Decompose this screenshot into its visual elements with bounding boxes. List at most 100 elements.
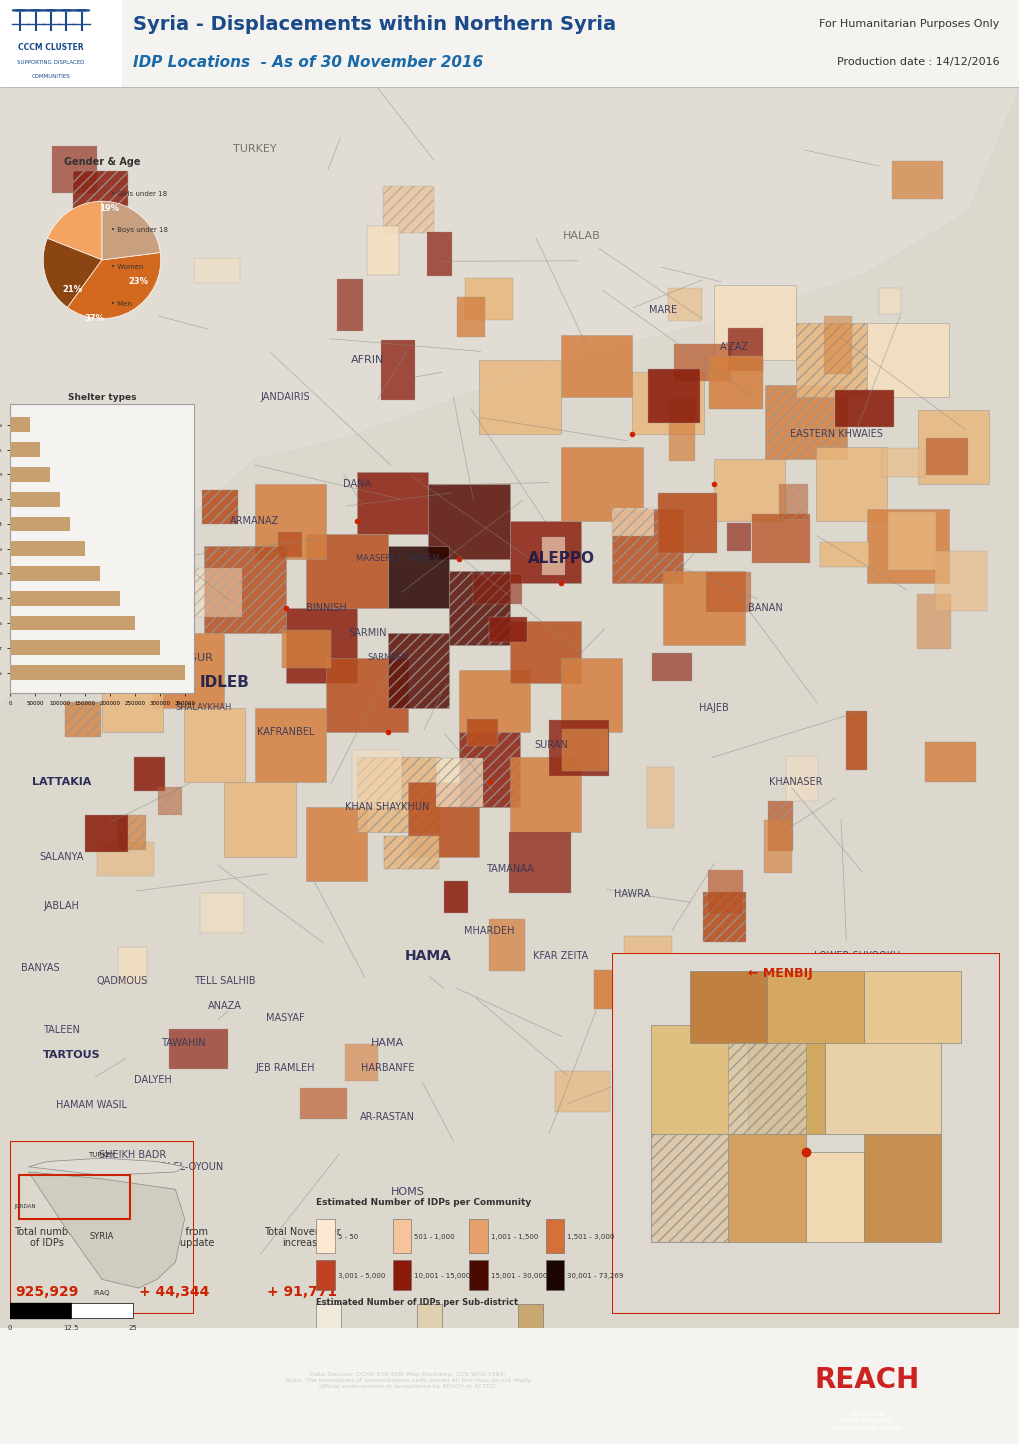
Bar <box>417 1304 441 1328</box>
Text: KHANASER: KHANASER <box>768 777 821 787</box>
Bar <box>158 787 181 816</box>
Bar <box>668 399 695 461</box>
Bar <box>650 1025 747 1134</box>
Bar <box>122 521 183 583</box>
Title: Gender & Age: Gender & Age <box>64 157 141 168</box>
Text: 21%: 21% <box>62 284 83 293</box>
Text: TELL SALHIB: TELL SALHIB <box>194 976 255 986</box>
Text: MASYAF: MASYAF <box>266 1014 305 1022</box>
Text: JANDAIRIS: JANDAIRIS <box>261 393 310 401</box>
Bar <box>194 569 243 618</box>
Bar <box>560 446 642 521</box>
Text: 15,001 - 30,000: 15,001 - 30,000 <box>490 1274 546 1279</box>
Text: KFAR ZEITA: KFAR ZEITA <box>533 952 588 960</box>
Bar <box>392 1219 411 1253</box>
Bar <box>554 1070 609 1112</box>
Text: 925,929: 925,929 <box>15 1285 78 1300</box>
Text: Production date : 14/12/2016: Production date : 14/12/2016 <box>837 58 999 68</box>
Text: Data Sources: OCHA SYR SSB; Map Backdrop: GCS WGS 1984;
Note: The boundaries of : Data Sources: OCHA SYR SSB; Map Backdrop… <box>285 1372 530 1389</box>
Text: AFRIN: AFRIN <box>351 355 383 365</box>
Text: 30,001 - 73,269: 30,001 - 73,269 <box>567 1274 623 1279</box>
Text: SUPPORTING DISPLACED: SUPPORTING DISPLACED <box>17 59 85 65</box>
Text: HARBANFE: HARBANFE <box>361 1063 414 1073</box>
Text: LATTAKIA: LATTAKIA <box>32 777 91 787</box>
Bar <box>337 280 363 331</box>
Text: 25: 25 <box>128 1326 137 1331</box>
Bar <box>593 970 626 1009</box>
Bar <box>823 316 852 374</box>
Bar <box>891 160 942 199</box>
Text: BANAN: BANAN <box>747 604 782 614</box>
Bar <box>285 608 357 683</box>
Bar <box>82 570 153 645</box>
Bar <box>326 658 408 732</box>
Text: TALEEN: TALEEN <box>43 1025 79 1035</box>
Bar <box>489 918 524 972</box>
Bar <box>545 1219 564 1253</box>
Bar <box>508 832 570 892</box>
Bar <box>650 1134 728 1242</box>
Bar <box>10 442 40 458</box>
Text: Estimated Number of IDPs per Sub-district: Estimated Number of IDPs per Sub-distric… <box>316 1298 518 1307</box>
Bar <box>86 816 127 852</box>
Text: 0: 0 <box>8 1326 12 1331</box>
Text: + 91,771: + 91,771 <box>267 1285 337 1300</box>
Text: • Boys under 18: • Boys under 18 <box>111 227 168 234</box>
Bar <box>278 533 302 557</box>
Bar <box>650 1134 728 1242</box>
Text: ALEPPO: ALEPPO <box>527 552 594 566</box>
Bar <box>408 783 479 856</box>
Bar <box>708 357 762 409</box>
Bar <box>728 1043 805 1134</box>
Bar <box>819 542 868 567</box>
Bar <box>845 712 866 770</box>
Bar <box>352 749 401 809</box>
Bar <box>863 970 960 1043</box>
Text: MAASERET TAMEEM: MAASERET TAMEEM <box>356 554 439 563</box>
Bar <box>560 658 622 732</box>
Bar <box>728 1134 805 1242</box>
Text: KHAN SHAYKHUN: KHAN SHAYKHUN <box>345 801 429 812</box>
Bar <box>282 630 331 669</box>
Bar <box>877 289 900 313</box>
Text: Informing
more effective
humanitarian action: Informing more effective humanitarian ac… <box>830 1411 902 1431</box>
Bar <box>344 1044 377 1082</box>
Bar <box>135 452 158 490</box>
Text: HAMA: HAMA <box>371 1038 404 1048</box>
Text: COMMUNITIES: COMMUNITIES <box>32 74 70 79</box>
Text: 12.5: 12.5 <box>63 1326 79 1331</box>
Text: KANSABA: KANSABA <box>58 504 105 514</box>
Bar <box>118 814 146 851</box>
Bar <box>473 573 521 604</box>
Bar <box>767 800 792 851</box>
Text: HAJEB: HAJEB <box>698 703 729 712</box>
Bar <box>255 708 326 783</box>
Bar <box>667 289 701 322</box>
Bar <box>632 373 703 435</box>
Bar <box>703 891 745 943</box>
Title: Shelter types: Shelter types <box>67 393 137 401</box>
Bar <box>842 969 882 1002</box>
Text: IRAQ: IRAQ <box>94 1291 110 1297</box>
Text: HOMS: HOMS <box>390 1187 425 1197</box>
Text: SHALAYKHAH: SHALAYKHAH <box>175 703 232 712</box>
Bar <box>469 1259 487 1289</box>
Text: 23%: 23% <box>128 277 149 286</box>
Text: ← MENBIJ: ← MENBIJ <box>747 967 811 980</box>
Text: + 44,344: + 44,344 <box>140 1285 209 1300</box>
Bar <box>65 702 101 738</box>
Bar <box>541 537 565 576</box>
Text: HALAB: HALAB <box>561 231 600 241</box>
Text: MARE: MARE <box>648 305 677 315</box>
Bar <box>614 1051 650 1099</box>
Bar <box>316 1304 340 1328</box>
Bar <box>73 170 127 222</box>
Text: MENBIJ: MENBIJ <box>719 1024 768 1037</box>
Bar <box>118 947 147 983</box>
Bar <box>934 552 986 611</box>
Bar <box>357 757 438 832</box>
Bar <box>805 1152 863 1242</box>
Bar <box>10 466 50 482</box>
Bar <box>868 1031 897 1057</box>
Bar <box>436 758 483 807</box>
